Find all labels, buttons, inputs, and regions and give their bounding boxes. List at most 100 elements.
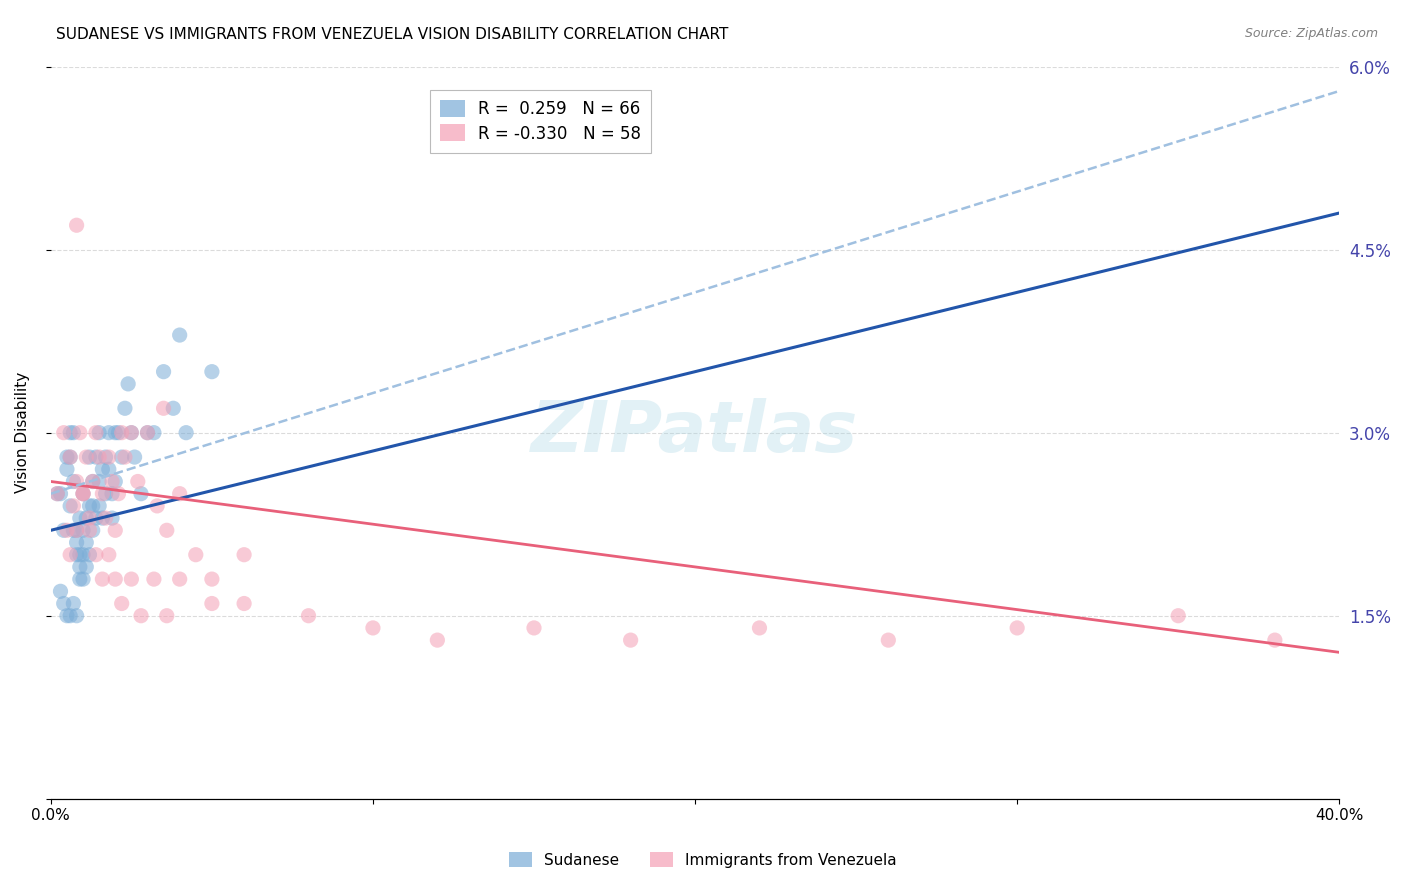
Point bbox=[65, 524, 87, 538]
Point bbox=[120, 425, 142, 440]
Point bbox=[69, 425, 91, 440]
Point bbox=[56, 524, 79, 538]
Point bbox=[184, 548, 207, 562]
Point bbox=[46, 486, 69, 500]
Point bbox=[94, 450, 117, 464]
Point bbox=[107, 486, 129, 500]
Point bbox=[104, 524, 127, 538]
Point bbox=[117, 376, 139, 391]
Point bbox=[62, 524, 84, 538]
Point bbox=[59, 450, 82, 464]
Point bbox=[201, 365, 224, 379]
Point bbox=[72, 486, 94, 500]
Point bbox=[152, 365, 174, 379]
Point bbox=[52, 597, 75, 611]
Point bbox=[89, 425, 111, 440]
Point bbox=[111, 450, 134, 464]
Point bbox=[91, 462, 114, 476]
Point bbox=[107, 425, 129, 440]
Point bbox=[162, 401, 184, 416]
Point bbox=[142, 572, 165, 586]
Point bbox=[89, 475, 111, 489]
Point bbox=[75, 560, 97, 574]
Point bbox=[91, 572, 114, 586]
Point bbox=[426, 633, 449, 648]
Point bbox=[72, 486, 94, 500]
Point bbox=[523, 621, 546, 635]
Point bbox=[62, 475, 84, 489]
Point bbox=[169, 572, 191, 586]
Point bbox=[75, 535, 97, 549]
Point bbox=[65, 219, 87, 233]
Point bbox=[94, 511, 117, 525]
Point bbox=[156, 524, 179, 538]
Point bbox=[72, 524, 94, 538]
Point bbox=[69, 548, 91, 562]
Point bbox=[72, 572, 94, 586]
Point bbox=[169, 328, 191, 343]
Point bbox=[62, 499, 84, 513]
Point bbox=[111, 425, 134, 440]
Y-axis label: Vision Disability: Vision Disability bbox=[15, 372, 30, 493]
Point bbox=[82, 524, 104, 538]
Point bbox=[59, 548, 82, 562]
Point bbox=[59, 499, 82, 513]
Point bbox=[97, 548, 120, 562]
Point bbox=[142, 425, 165, 440]
Point bbox=[146, 499, 169, 513]
Point bbox=[65, 524, 87, 538]
Point bbox=[82, 475, 104, 489]
Point bbox=[114, 401, 136, 416]
Point bbox=[56, 462, 79, 476]
Point bbox=[620, 633, 643, 648]
Point bbox=[104, 425, 127, 440]
Point bbox=[1005, 621, 1028, 635]
Point bbox=[65, 475, 87, 489]
Point bbox=[59, 450, 82, 464]
Point bbox=[201, 572, 224, 586]
Point bbox=[82, 475, 104, 489]
Point bbox=[49, 486, 72, 500]
Point bbox=[124, 450, 146, 464]
Point bbox=[89, 450, 111, 464]
Point bbox=[79, 450, 101, 464]
Legend: Sudanese, Immigrants from Venezuela: Sudanese, Immigrants from Venezuela bbox=[502, 844, 904, 875]
Point bbox=[101, 475, 124, 489]
Legend: R =  0.259   N = 66, R = -0.330   N = 58: R = 0.259 N = 66, R = -0.330 N = 58 bbox=[430, 89, 651, 153]
Point bbox=[104, 475, 127, 489]
Point bbox=[79, 524, 101, 538]
Point bbox=[84, 548, 107, 562]
Point bbox=[56, 450, 79, 464]
Point bbox=[75, 511, 97, 525]
Point bbox=[1264, 633, 1286, 648]
Point bbox=[72, 486, 94, 500]
Point bbox=[75, 450, 97, 464]
Point bbox=[65, 548, 87, 562]
Point bbox=[69, 511, 91, 525]
Point bbox=[233, 548, 256, 562]
Point bbox=[152, 401, 174, 416]
Point bbox=[84, 450, 107, 464]
Point bbox=[97, 450, 120, 464]
Point bbox=[65, 535, 87, 549]
Point bbox=[69, 572, 91, 586]
Point bbox=[120, 425, 142, 440]
Point bbox=[84, 425, 107, 440]
Text: SUDANESE VS IMMIGRANTS FROM VENEZUELA VISION DISABILITY CORRELATION CHART: SUDANESE VS IMMIGRANTS FROM VENEZUELA VI… bbox=[56, 27, 728, 42]
Point bbox=[156, 608, 179, 623]
Point bbox=[79, 511, 101, 525]
Text: Source: ZipAtlas.com: Source: ZipAtlas.com bbox=[1244, 27, 1378, 40]
Point bbox=[94, 486, 117, 500]
Point bbox=[79, 548, 101, 562]
Point bbox=[120, 572, 142, 586]
Point bbox=[136, 425, 159, 440]
Point bbox=[111, 597, 134, 611]
Point bbox=[62, 597, 84, 611]
Point bbox=[104, 572, 127, 586]
Point bbox=[59, 608, 82, 623]
Text: ZIPatlas: ZIPatlas bbox=[531, 398, 859, 467]
Point bbox=[169, 486, 191, 500]
Point bbox=[748, 621, 770, 635]
Point bbox=[49, 584, 72, 599]
Point bbox=[136, 425, 159, 440]
